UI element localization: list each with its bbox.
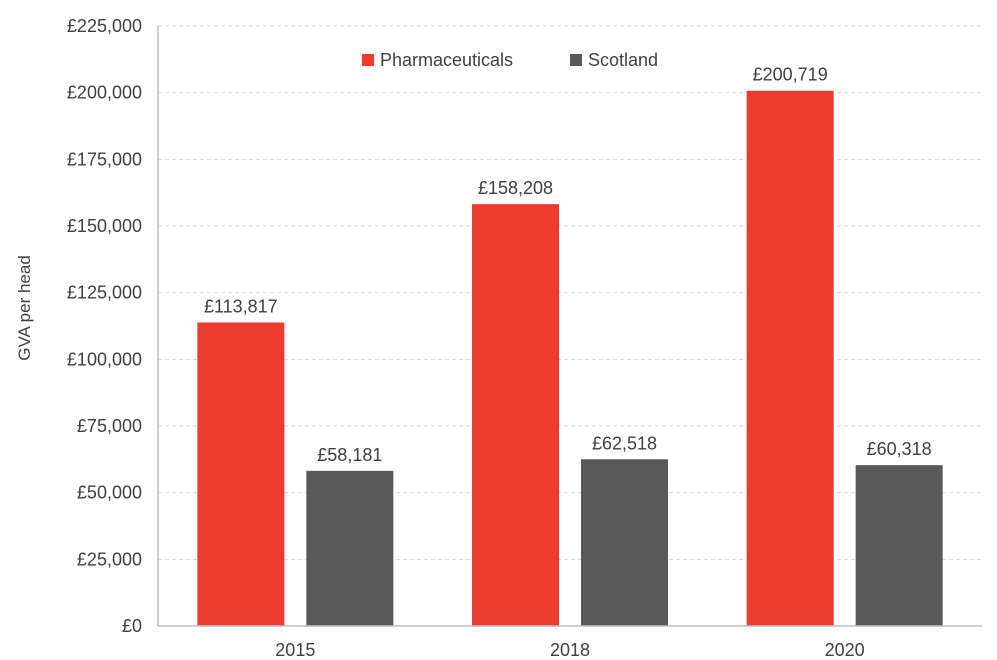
y-tick-label: £75,000 [77, 416, 142, 436]
y-tick-label: £0 [122, 616, 142, 636]
y-axis-title: GVA per head [15, 255, 34, 361]
data-label: £60,318 [867, 439, 932, 459]
data-labels: £113,817 £58,181 £158,208 £62,518 £200,719 £6… [204, 65, 932, 465]
y-tick-label: £225,000 [67, 16, 142, 36]
x-tick-label: 2015 [275, 640, 315, 660]
y-axis: £0 £25,000 £50,000 £75,000 £100,000 £125,000 £… [67, 16, 159, 636]
bar-pharmaceuticals-2015 [197, 322, 285, 626]
legend-swatch-pharmaceuticals [362, 54, 374, 66]
y-tick-label: £25,000 [77, 549, 142, 569]
legend-label-scotland: Scotland [588, 50, 658, 70]
y-tick-label: £175,000 [67, 149, 142, 169]
data-label: £200,719 [753, 65, 828, 85]
bars [197, 90, 943, 627]
legend-label-pharmaceuticals: Pharmaceuticals [380, 50, 513, 70]
x-axis: 2015 2018 2020 [158, 625, 982, 660]
legend-swatch-scotland [570, 54, 582, 66]
y-tick-label: £50,000 [77, 483, 142, 503]
bar-scotland-2015 [306, 470, 394, 626]
data-label: £62,518 [592, 433, 657, 453]
bar-pharmaceuticals-2018 [472, 204, 559, 626]
y-tick-label: £150,000 [67, 216, 142, 236]
bar-scotland-2018 [581, 459, 668, 626]
y-tick-label: £200,000 [67, 83, 142, 103]
bar-pharmaceuticals-2020 [746, 90, 834, 627]
data-label: £58,181 [317, 445, 382, 465]
y-tick-label: £100,000 [67, 349, 142, 369]
bar-scotland-2020 [855, 465, 943, 626]
data-label: £158,208 [478, 178, 553, 198]
x-tick-label: 2020 [825, 640, 865, 660]
x-tick-label: 2018 [550, 640, 590, 660]
data-label: £113,817 [204, 296, 278, 316]
legend: Pharmaceuticals Scotland [362, 50, 658, 70]
y-tick-label: £125,000 [67, 283, 142, 303]
gridlines [158, 25, 982, 560]
